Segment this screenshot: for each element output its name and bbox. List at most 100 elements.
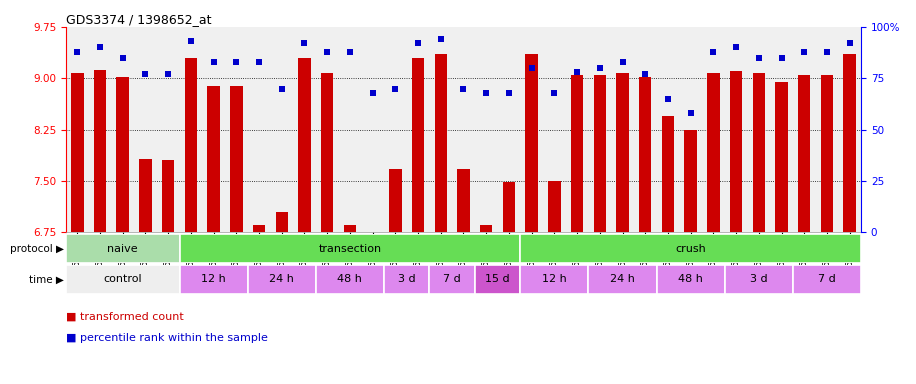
Bar — [276, 212, 288, 232]
Point — [683, 110, 698, 116]
Text: 7 d: 7 d — [818, 274, 835, 285]
Point — [524, 65, 539, 71]
Text: naive: naive — [107, 243, 138, 254]
Point — [616, 59, 630, 65]
Bar — [430, 265, 474, 294]
Bar — [434, 54, 447, 232]
Bar — [526, 54, 538, 232]
Text: 48 h: 48 h — [337, 274, 363, 285]
Point — [751, 55, 766, 61]
Text: GDS3374 / 1398652_at: GDS3374 / 1398652_at — [66, 13, 212, 26]
Bar — [116, 77, 129, 232]
Bar — [616, 73, 628, 232]
Text: control: control — [104, 274, 142, 285]
Bar — [316, 265, 384, 294]
Bar — [247, 265, 316, 294]
Text: 24 h: 24 h — [610, 274, 635, 285]
Bar — [474, 265, 520, 294]
Bar — [661, 116, 674, 232]
Point — [161, 71, 176, 77]
Text: 3 d: 3 d — [750, 274, 768, 285]
Text: transection: transection — [319, 243, 381, 254]
Point — [433, 36, 448, 42]
Bar — [253, 225, 266, 232]
Point — [593, 65, 607, 71]
Bar — [684, 130, 697, 232]
Point — [547, 89, 562, 96]
Bar — [520, 265, 588, 294]
Bar — [344, 225, 356, 232]
Text: 12 h: 12 h — [202, 274, 226, 285]
Point — [320, 48, 334, 55]
Bar — [93, 70, 106, 232]
Point — [252, 59, 267, 65]
Bar — [594, 75, 606, 232]
Point — [183, 38, 198, 44]
Bar — [139, 159, 152, 232]
Bar — [180, 234, 520, 263]
Bar — [821, 75, 834, 232]
Point — [297, 40, 311, 46]
Point — [456, 86, 471, 92]
Bar — [844, 54, 856, 232]
Bar — [571, 75, 583, 232]
Bar — [66, 234, 180, 263]
Bar — [588, 265, 657, 294]
Point — [365, 89, 380, 96]
Bar — [793, 265, 861, 294]
Point — [138, 71, 153, 77]
Point — [660, 96, 675, 102]
Bar — [548, 181, 561, 232]
Point — [706, 48, 721, 55]
Bar — [798, 75, 811, 232]
Point — [570, 69, 584, 75]
Point — [388, 86, 403, 92]
Text: 24 h: 24 h — [269, 274, 294, 285]
Bar — [384, 265, 430, 294]
Bar — [66, 265, 180, 294]
Text: ■ transformed count: ■ transformed count — [66, 312, 184, 322]
Text: 48 h: 48 h — [678, 274, 703, 285]
Point — [479, 89, 494, 96]
Point — [797, 48, 812, 55]
Bar — [321, 73, 333, 232]
Point — [70, 48, 84, 55]
Bar — [180, 265, 247, 294]
Bar — [480, 225, 493, 232]
Bar — [657, 265, 725, 294]
Text: 12 h: 12 h — [542, 274, 567, 285]
Bar — [207, 86, 220, 232]
Bar — [725, 265, 793, 294]
Bar — [185, 58, 197, 232]
Text: 15 d: 15 d — [485, 274, 510, 285]
Text: 3 d: 3 d — [398, 274, 416, 285]
Text: crush: crush — [675, 243, 706, 254]
Bar — [389, 169, 401, 232]
Bar — [520, 234, 861, 263]
Text: time ▶: time ▶ — [29, 274, 64, 285]
Bar — [162, 161, 174, 232]
Bar — [753, 73, 765, 232]
Point — [843, 40, 857, 46]
Point — [275, 86, 289, 92]
Text: protocol ▶: protocol ▶ — [10, 243, 64, 254]
Text: ■ percentile rank within the sample: ■ percentile rank within the sample — [66, 333, 267, 343]
Bar — [707, 73, 720, 232]
Bar — [366, 232, 379, 236]
Bar — [503, 182, 515, 232]
Point — [93, 45, 107, 51]
Point — [343, 48, 357, 55]
Point — [729, 45, 744, 51]
Bar — [457, 169, 470, 232]
Bar — [299, 58, 311, 232]
Bar — [71, 73, 83, 232]
Point — [229, 59, 244, 65]
Point — [115, 55, 130, 61]
Point — [410, 40, 425, 46]
Bar — [230, 86, 243, 232]
Bar — [730, 71, 742, 232]
Point — [502, 89, 517, 96]
Text: 7 d: 7 d — [443, 274, 461, 285]
Bar — [412, 58, 424, 232]
Point — [206, 59, 221, 65]
